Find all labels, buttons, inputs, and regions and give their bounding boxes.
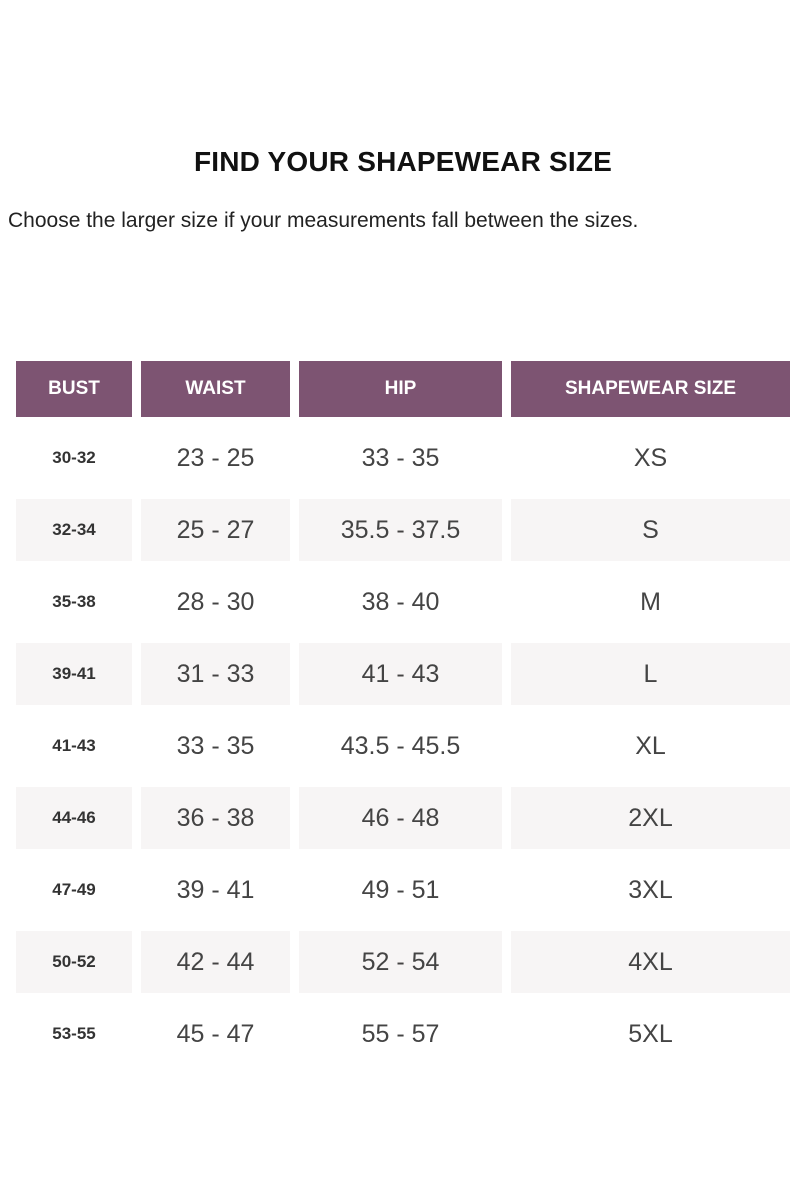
page-subtitle: Choose the larger size if your measureme… (8, 209, 639, 232)
cell-shapewear-size: 4XL (511, 931, 790, 993)
cell-bust: 32-34 (16, 499, 132, 561)
cell-hip: 55 - 57 (361, 1019, 440, 1048)
cell-hip: 46 - 48 (299, 787, 502, 849)
cell-hip: 38 - 40 (361, 587, 440, 616)
header-bust: BUST (16, 361, 132, 417)
cell-hip: 35.5 - 37.5 (299, 499, 502, 561)
cell-waist: 42 - 44 (141, 931, 290, 993)
cell-bust: 39-41 (16, 643, 132, 705)
cell-shapewear-size: 3XL (628, 875, 673, 904)
cell-hip: 33 - 35 (361, 443, 440, 472)
header-waist: WAIST (141, 361, 290, 417)
cell-bust: 41-43 (52, 736, 96, 755)
cell-waist: 23 - 25 (176, 443, 255, 472)
header-hip: HIP (299, 361, 502, 417)
cell-waist: 45 - 47 (176, 1019, 255, 1048)
cell-bust: 30-32 (52, 448, 96, 467)
cell-waist: 33 - 35 (176, 731, 255, 760)
cell-bust: 50-52 (16, 931, 132, 993)
cell-shapewear-size: S (511, 499, 790, 561)
cell-waist: 28 - 30 (176, 587, 255, 616)
cell-shapewear-size: 5XL (628, 1019, 673, 1048)
cell-hip: 52 - 54 (299, 931, 502, 993)
cell-shapewear-size: 2XL (511, 787, 790, 849)
cell-shapewear-size: L (511, 643, 790, 705)
cell-bust: 35-38 (52, 592, 96, 611)
header-shapewear-size: SHAPEWEAR SIZE (511, 361, 790, 417)
page-title: FIND YOUR SHAPEWEAR SIZE (193, 146, 613, 177)
cell-waist: 39 - 41 (176, 875, 255, 904)
cell-bust: 53-55 (52, 1024, 96, 1043)
cell-shapewear-size: M (640, 587, 661, 616)
cell-waist: 31 - 33 (141, 643, 290, 705)
size-chart-table: BUST WAIST HIP SHAPEWEAR SIZE 30-32 23 - … (16, 361, 790, 1065)
cell-bust: 47-49 (52, 880, 96, 899)
cell-waist: 25 - 27 (141, 499, 290, 561)
cell-waist: 36 - 38 (141, 787, 290, 849)
cell-hip: 41 - 43 (299, 643, 502, 705)
cell-shapewear-size: XS (633, 443, 668, 472)
cell-shapewear-size: XL (635, 731, 666, 760)
cell-hip: 49 - 51 (361, 875, 440, 904)
cell-hip: 43.5 - 45.5 (340, 731, 461, 760)
cell-bust: 44-46 (16, 787, 132, 849)
